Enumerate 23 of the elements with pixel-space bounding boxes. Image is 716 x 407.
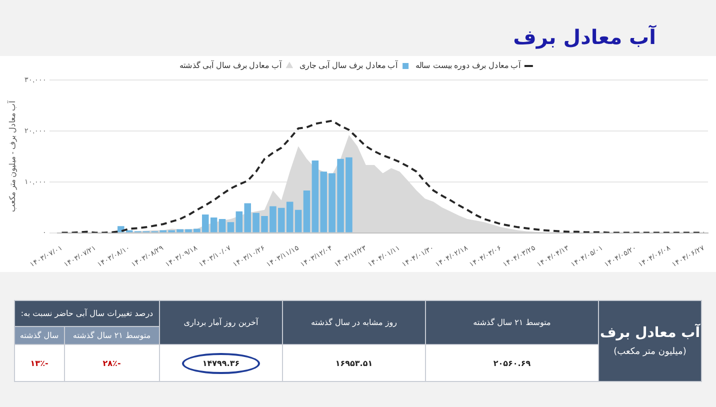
- legend-label: آب معادل برف سال آبی گذشته: [179, 60, 282, 70]
- chart-title: آب معادل برف: [513, 24, 656, 51]
- text: -۱۳٪: [14, 344, 64, 382]
- legend-label: آب معادل برف سال آبی جاری: [299, 60, 399, 70]
- bar: [303, 190, 310, 232]
- text: آخرین روز آمار برداری: [159, 300, 282, 344]
- bar: [312, 160, 319, 232]
- text: متوسط ۲۱ سال گذشته: [425, 300, 598, 344]
- text: درصد تغییرات سال آبی حاضر نسبت به:: [14, 300, 160, 326]
- text: ۲۰۵۶۰.۶۹: [425, 344, 598, 382]
- bar: [227, 222, 234, 232]
- bar: [218, 219, 226, 232]
- oval-outline: ۱۴۷۹۹.۳۶: [182, 352, 260, 374]
- text: سال گذشته: [14, 326, 64, 344]
- text: روز مشابه در سال گذشته: [282, 300, 426, 344]
- legend-label: آب معادل برف دوره بیست ساله: [416, 60, 522, 70]
- text: آب معادل برف: [600, 325, 700, 341]
- text: -۲۸٪: [64, 344, 160, 382]
- bar: [294, 210, 302, 232]
- text: متوسط ۲۱ سال گذشته: [64, 326, 160, 344]
- y-axis-title: آب معادل برف - میلیون متر مکعب: [7, 100, 18, 212]
- text: (میلیون متر مکعب): [612, 347, 688, 357]
- text: ۱۶۹۵۳.۵۱: [282, 344, 426, 382]
